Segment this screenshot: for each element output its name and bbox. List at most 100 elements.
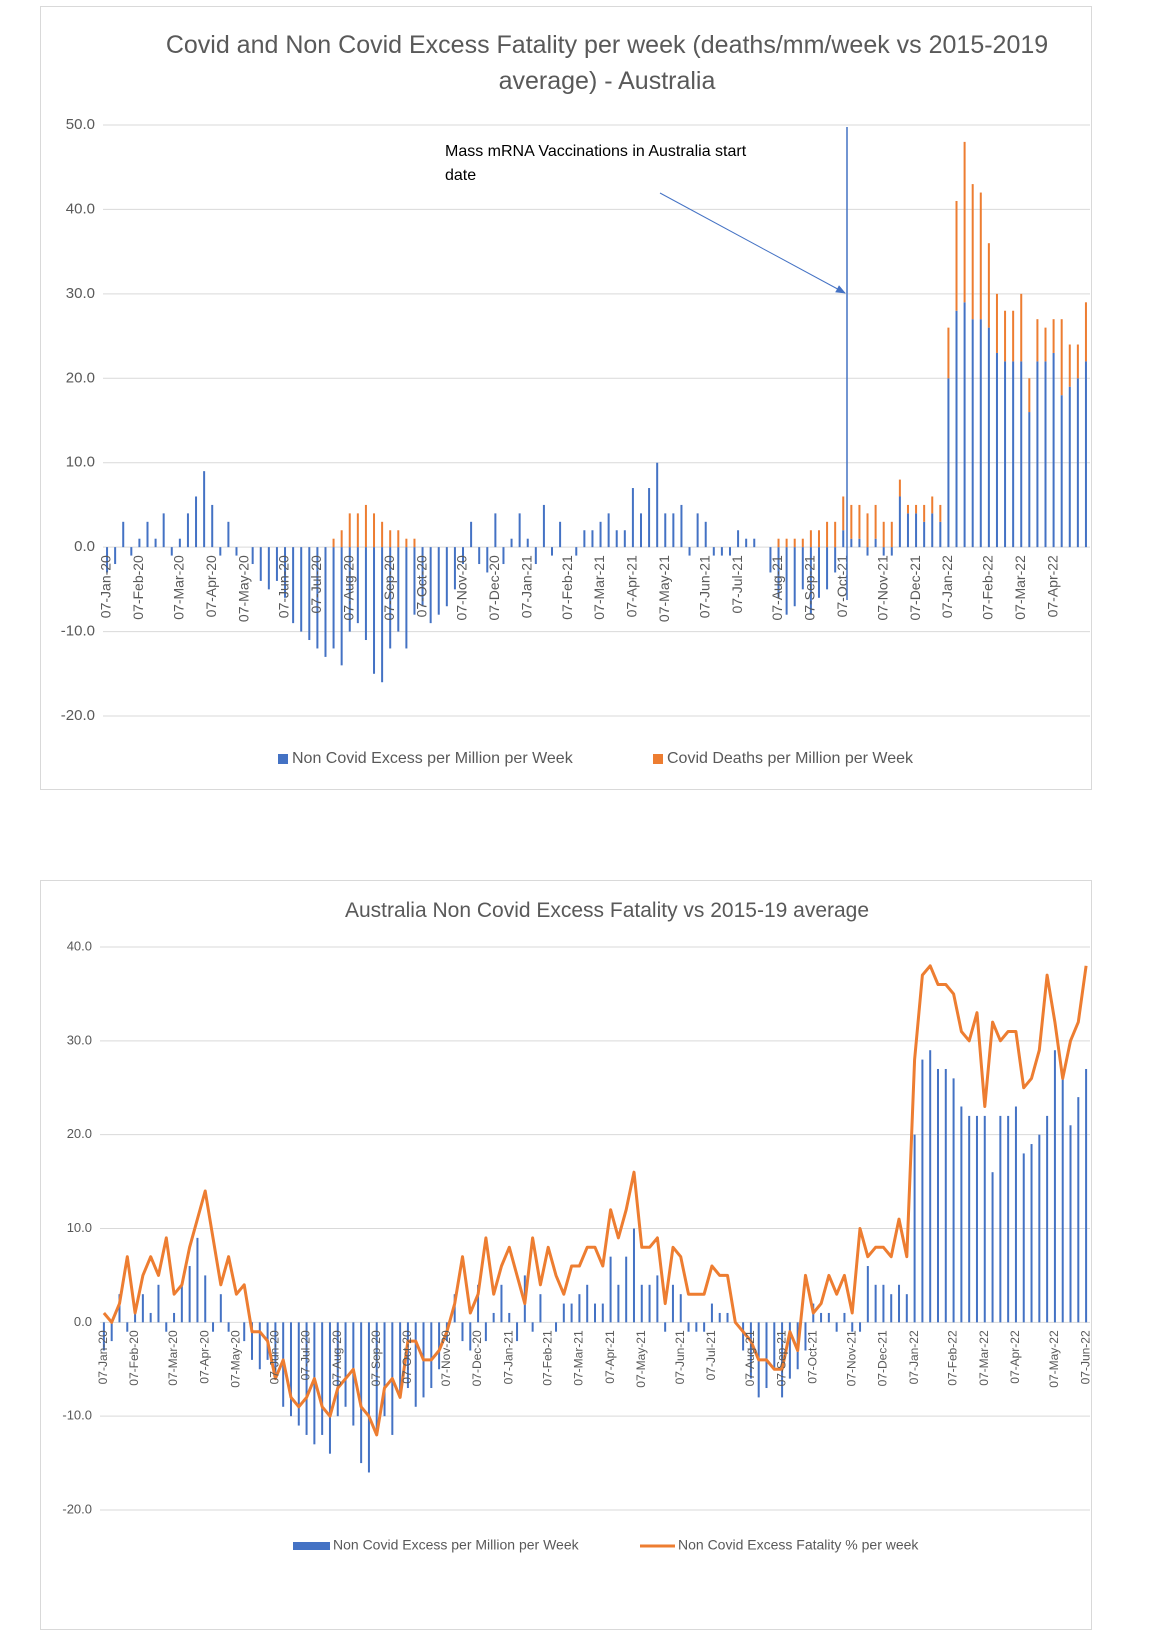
bar xyxy=(405,538,408,548)
bar xyxy=(710,1303,713,1323)
bar xyxy=(859,1322,862,1332)
bar xyxy=(437,547,440,615)
bar xyxy=(212,1322,215,1332)
bar xyxy=(773,1322,776,1370)
bar xyxy=(292,547,295,624)
x-tick-label: 07-Jan-21 xyxy=(501,1330,515,1384)
bar xyxy=(704,521,707,548)
bar xyxy=(890,547,893,556)
bar xyxy=(968,1115,971,1323)
x-tick-label: 07-Jul-21 xyxy=(704,1330,718,1380)
bar xyxy=(284,547,287,598)
bar xyxy=(477,1284,480,1323)
bar xyxy=(562,1303,565,1323)
bar xyxy=(406,1322,409,1389)
bar xyxy=(726,1312,729,1323)
bar xyxy=(332,538,335,548)
bar xyxy=(687,1322,690,1332)
bar xyxy=(324,547,327,657)
bar xyxy=(1085,1068,1088,1323)
bar xyxy=(835,1322,838,1332)
y-tick-label: -10.0 xyxy=(62,1408,92,1423)
x-tick-label: 07-Feb-20 xyxy=(130,555,146,620)
bar xyxy=(591,530,594,548)
bar xyxy=(551,547,554,556)
bar xyxy=(258,1322,261,1370)
bar xyxy=(615,530,618,548)
bar xyxy=(866,547,869,556)
bar xyxy=(656,462,659,548)
bar xyxy=(793,547,796,607)
bar xyxy=(793,538,796,548)
bar xyxy=(851,1322,854,1332)
legend-label: Covid Deaths per Million per Week xyxy=(667,750,914,767)
x-tick-label: 07-Feb-21 xyxy=(540,1330,554,1386)
y-tick-label: 30.0 xyxy=(67,1032,92,1047)
bar xyxy=(1076,378,1079,548)
bar xyxy=(936,1068,939,1323)
x-tick-label: 07-Apr-22 xyxy=(1008,1330,1022,1384)
bar xyxy=(526,538,529,548)
bar xyxy=(539,1294,542,1323)
bar xyxy=(157,1284,160,1323)
bar xyxy=(134,1312,137,1323)
y-tick-label: -10.0 xyxy=(61,623,95,640)
bar xyxy=(575,547,578,556)
bar xyxy=(235,547,238,556)
bar xyxy=(640,1284,643,1323)
bar xyxy=(672,513,675,548)
bar xyxy=(510,538,513,548)
bar xyxy=(834,547,837,573)
bar xyxy=(617,1284,620,1323)
x-tick-label: 07-Dec-21 xyxy=(907,555,923,621)
bar xyxy=(971,184,974,320)
x-tick-label: 07-Feb-22 xyxy=(946,1330,960,1386)
x-tick-label: 07-May-21 xyxy=(634,1330,648,1388)
bar xyxy=(1044,327,1047,362)
bar xyxy=(601,1303,604,1323)
y-tick-label: 40.0 xyxy=(66,200,95,217)
x-tick-label: 07-Jun-20 xyxy=(268,1330,282,1384)
x-tick-label: 07-Sep-21 xyxy=(802,555,818,621)
bar xyxy=(130,547,133,556)
bar xyxy=(1046,1115,1049,1323)
y-tick-label: -20.0 xyxy=(61,707,95,724)
bar xyxy=(1077,1097,1080,1323)
bar xyxy=(623,530,626,548)
x-tick-label: 07-Jan-22 xyxy=(907,1330,921,1384)
bar xyxy=(141,1294,144,1323)
bar xyxy=(979,192,982,320)
x-tick-label: 07-Jul-20 xyxy=(299,1330,313,1380)
bar xyxy=(931,496,934,514)
bar xyxy=(516,1322,519,1342)
bar xyxy=(765,1322,768,1389)
chart-title: Covid and Non Covid Excess Fatality per … xyxy=(165,31,1049,95)
bar xyxy=(749,1322,752,1379)
bar xyxy=(267,547,270,590)
bar xyxy=(170,547,173,556)
x-tick-label: 07-Jul-20 xyxy=(308,555,324,614)
bar xyxy=(850,538,853,548)
x-tick-label: 07-Apr-20 xyxy=(197,1330,211,1384)
bar xyxy=(664,513,667,548)
bar xyxy=(781,1322,784,1398)
bar xyxy=(1044,361,1047,548)
bar xyxy=(110,1322,113,1342)
bar xyxy=(720,547,723,556)
bar xyxy=(804,1322,807,1351)
x-tick-label: 07-Feb-20 xyxy=(127,1330,141,1386)
bar xyxy=(1004,310,1007,362)
bar xyxy=(1030,1144,1033,1323)
bar xyxy=(737,530,740,548)
bar xyxy=(275,547,278,581)
x-tick-label: 07-Jun-20 xyxy=(276,555,292,618)
x-tick-label: 07-Sep-21 xyxy=(774,1330,788,1386)
bar xyxy=(609,1256,612,1323)
bar xyxy=(211,504,214,548)
x-tick-label: 07-Apr-20 xyxy=(203,555,219,617)
bar xyxy=(502,547,505,565)
bar xyxy=(188,1266,191,1323)
bar xyxy=(1004,361,1007,548)
plot-layer: -20.0 -10.0 0.0 10.0 20.0 30.0 40.0 50.0 Non Cov… xyxy=(61,116,1092,1553)
